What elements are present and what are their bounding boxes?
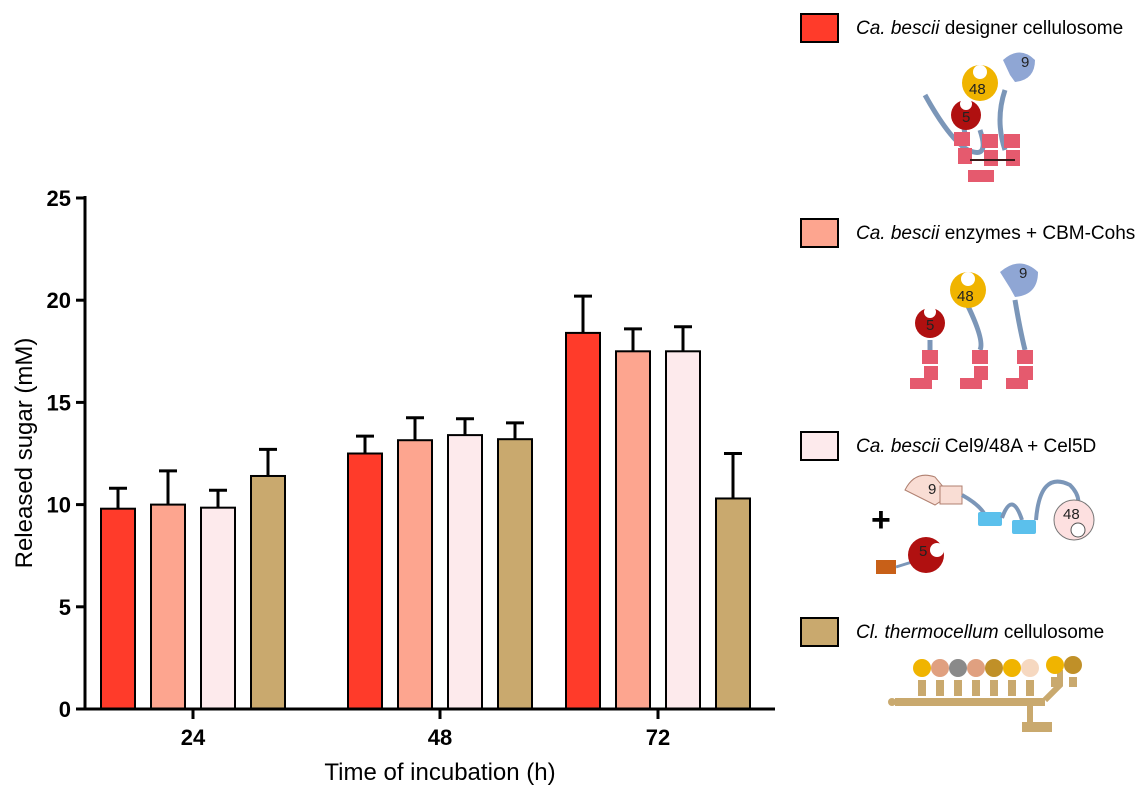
y-axis-title: Released sugar (mM) bbox=[11, 338, 38, 569]
bar bbox=[347, 452, 383, 710]
thermocellum-cellulosome-icon bbox=[888, 656, 1082, 732]
y-tick-label: 5 bbox=[59, 595, 71, 620]
glyph-label-5: 5 bbox=[926, 317, 934, 334]
bar bbox=[250, 474, 286, 711]
bar bbox=[615, 350, 651, 710]
glyph-label-9: 9 bbox=[928, 481, 936, 498]
glyph-label-48: 48 bbox=[1063, 506, 1080, 523]
bar bbox=[665, 350, 701, 710]
bar bbox=[397, 439, 433, 710]
glyph-label-9: 9 bbox=[1021, 54, 1029, 71]
y-tick-label: 15 bbox=[47, 390, 71, 415]
legend-label-rest: Cel9/48A + Cel5D bbox=[939, 436, 1096, 457]
y-tick-label: 10 bbox=[47, 493, 71, 518]
legend-label: Cl. thermocellum cellulosome bbox=[856, 622, 1104, 643]
bar bbox=[565, 331, 601, 710]
x-tick-label: 24 bbox=[181, 725, 206, 750]
legend-label: Ca. bescii designer cellulosome bbox=[856, 18, 1123, 39]
axes: 0 5 10 15 20 25 24 48 72 Time of incubation (h) Re… bbox=[11, 186, 775, 785]
enzymes-cbm-cohs-icon: 5 48 9 bbox=[910, 263, 1038, 389]
legend-label: Ca. bescii enzymes + CBM-Cohs bbox=[856, 223, 1135, 244]
x-tick-label: 72 bbox=[646, 725, 670, 750]
y-tick-label: 25 bbox=[47, 186, 71, 211]
legend-label-italic: Ca. bescii bbox=[856, 18, 940, 39]
glyph-label-9: 9 bbox=[1019, 265, 1027, 282]
glyph-label-48: 48 bbox=[957, 288, 974, 305]
bar bbox=[447, 434, 483, 710]
bar bbox=[497, 438, 533, 710]
designer-cellulosome-icon: 5 48 9 bbox=[922, 52, 1035, 182]
legend-swatch bbox=[800, 431, 839, 461]
bar bbox=[100, 507, 136, 710]
legend-swatch bbox=[800, 617, 839, 647]
plot-area bbox=[100, 294, 751, 711]
y-tick-label: 0 bbox=[59, 697, 71, 722]
legend-label-rest: designer cellulosome bbox=[939, 18, 1123, 39]
glyph-label-48: 48 bbox=[969, 81, 986, 98]
legend-label-rest: cellulosome bbox=[999, 622, 1105, 643]
legend-label: Ca. bescii Cel9/48A + Cel5D bbox=[856, 436, 1096, 457]
bar bbox=[715, 497, 751, 710]
glyph-label-5: 5 bbox=[919, 543, 927, 560]
y-tick-label: 20 bbox=[47, 288, 71, 313]
legend-label-italic: Ca. bescii bbox=[856, 436, 940, 457]
x-tick-label: 48 bbox=[428, 725, 452, 750]
bar bbox=[200, 506, 236, 710]
plus-sign: + bbox=[871, 501, 891, 539]
legend-label-rest: enzymes + CBM-Cohs bbox=[939, 223, 1135, 244]
bar bbox=[150, 503, 186, 710]
legend-swatch bbox=[800, 13, 839, 43]
legend-label-italic: Cl. thermocellum bbox=[856, 622, 999, 643]
x-axis-title: Time of incubation (h) bbox=[324, 759, 555, 785]
cel9-48a-cel5d-icon: + 9 48 5 bbox=[871, 474, 1095, 574]
legend-label-italic: Ca. bescii bbox=[856, 223, 940, 244]
legend-swatch bbox=[800, 218, 839, 248]
glyph-label-5: 5 bbox=[962, 109, 970, 126]
